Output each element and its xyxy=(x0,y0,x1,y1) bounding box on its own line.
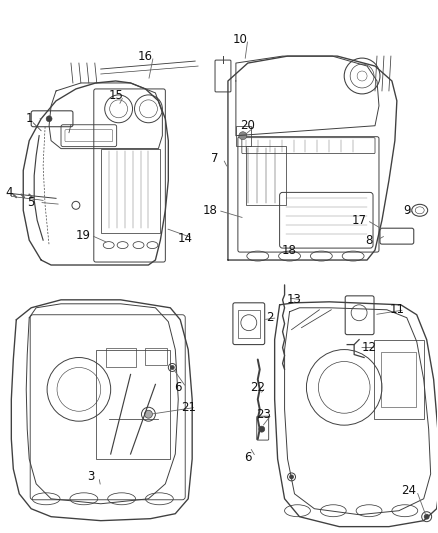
Text: 6: 6 xyxy=(244,450,251,464)
Bar xyxy=(96,350,170,459)
Text: 13: 13 xyxy=(287,293,302,306)
Text: 18: 18 xyxy=(282,244,297,256)
Text: 19: 19 xyxy=(75,229,90,241)
Text: 7: 7 xyxy=(211,152,219,165)
Circle shape xyxy=(259,426,265,432)
Bar xyxy=(236,126,251,146)
Circle shape xyxy=(239,132,247,140)
Text: 17: 17 xyxy=(352,214,367,227)
Text: 18: 18 xyxy=(203,204,218,217)
Circle shape xyxy=(145,410,152,418)
Text: 4: 4 xyxy=(6,186,13,199)
Text: 2: 2 xyxy=(266,311,273,324)
Text: 16: 16 xyxy=(138,50,153,62)
Text: 8: 8 xyxy=(365,233,373,247)
Text: 5: 5 xyxy=(28,196,35,209)
Text: 6: 6 xyxy=(174,381,182,394)
Text: 22: 22 xyxy=(250,381,265,394)
Text: 14: 14 xyxy=(178,232,193,245)
Bar xyxy=(381,352,416,407)
Bar xyxy=(101,149,160,233)
Text: 1: 1 xyxy=(25,112,33,125)
Text: 23: 23 xyxy=(256,408,271,421)
Text: 15: 15 xyxy=(108,90,123,102)
Text: 3: 3 xyxy=(87,471,95,483)
Bar xyxy=(106,348,135,367)
Bar xyxy=(246,146,286,205)
Bar xyxy=(145,348,167,366)
Circle shape xyxy=(46,116,52,122)
Bar xyxy=(238,310,260,337)
Text: 20: 20 xyxy=(240,119,255,132)
Text: 9: 9 xyxy=(403,204,410,217)
Circle shape xyxy=(170,366,174,369)
Text: 11: 11 xyxy=(389,303,404,316)
Text: 12: 12 xyxy=(361,341,377,354)
Circle shape xyxy=(290,475,293,479)
Text: 10: 10 xyxy=(233,33,247,46)
Text: 21: 21 xyxy=(181,401,196,414)
Text: 24: 24 xyxy=(401,484,416,497)
Circle shape xyxy=(424,514,429,519)
Bar xyxy=(374,340,424,419)
